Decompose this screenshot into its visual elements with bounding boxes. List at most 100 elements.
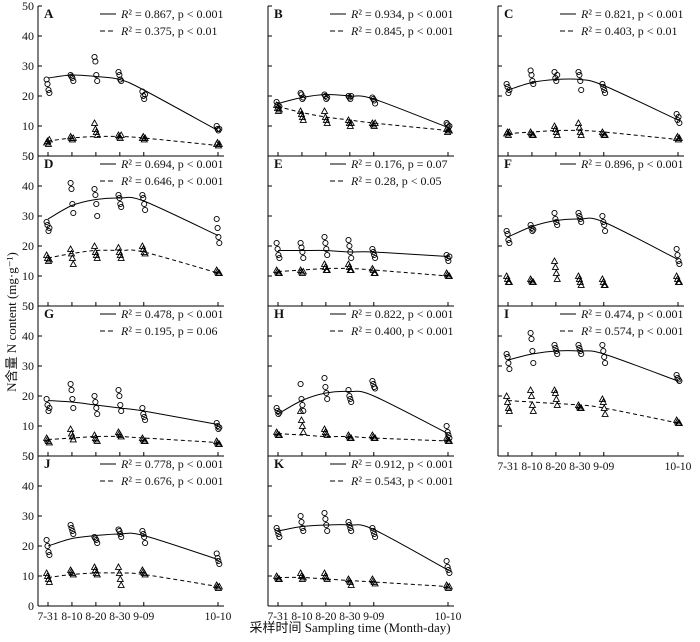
triangle-point	[503, 398, 512, 405]
circle-point	[44, 221, 51, 229]
circle-point	[274, 245, 281, 253]
triangle-point	[529, 131, 538, 138]
circle-point	[93, 404, 100, 412]
circle-point	[506, 239, 513, 247]
circle-point	[444, 428, 451, 436]
circle-point	[69, 395, 76, 403]
fit-curve-dashed	[47, 572, 219, 587]
circle-point	[92, 191, 99, 199]
triangle-point	[601, 410, 609, 417]
triangle-point	[299, 573, 308, 581]
circle-point	[674, 251, 681, 259]
circle-point	[577, 347, 584, 355]
circle-point	[93, 71, 100, 79]
legend-stat: R² = 0.28, p < 0.05	[350, 174, 442, 188]
triangle-point	[528, 401, 537, 408]
circle-point	[446, 569, 453, 577]
circle-point	[67, 71, 74, 79]
triangle-point	[529, 278, 538, 285]
circle-point	[298, 395, 305, 403]
circle-point	[299, 524, 306, 532]
triangle-point	[275, 105, 284, 113]
circle-point	[322, 92, 329, 100]
x-tick-label: 9-09	[363, 611, 384, 623]
circle-point	[601, 221, 608, 229]
circle-point	[576, 344, 583, 352]
circle-point	[505, 359, 512, 367]
x-tick-label: 8-10	[291, 611, 312, 623]
triangle-point	[299, 428, 308, 435]
circle-point	[273, 239, 280, 247]
circle-point	[91, 392, 98, 400]
triangle-point	[553, 401, 562, 408]
legend-stat: R² = 0.896, p < 0.001	[580, 157, 684, 171]
fit-curve-dashed	[47, 249, 219, 274]
circle-point	[322, 239, 329, 247]
circle-point	[118, 407, 125, 415]
y-tick-label: 10	[22, 269, 34, 283]
circle-point	[300, 254, 307, 262]
legend-stat: R² = 0.478, p < 0.001	[120, 307, 224, 321]
triangle-point	[550, 257, 559, 264]
panel-label: C	[504, 6, 513, 21]
circle-point	[275, 410, 282, 418]
panel-b: B R² = 0.934, p < 0.001 R² = 0.845, p < 0.…	[267, 5, 454, 157]
x-tick-label: 10-10	[665, 461, 692, 473]
circle-point	[273, 98, 280, 106]
legend-stat: R² = 0.646, p < 0.001	[120, 174, 224, 188]
triangle-point	[601, 131, 609, 138]
triangle-point	[141, 570, 149, 578]
circle-point	[324, 395, 331, 403]
circle-point	[575, 209, 582, 217]
circle-point	[527, 67, 534, 74]
panel-f: F R² = 0.896, p < 0.001	[497, 155, 684, 307]
y-tick-label: 50	[22, 449, 34, 463]
x-tick-label: 8-20	[85, 611, 106, 623]
circle-point	[503, 227, 510, 235]
circle-point	[347, 395, 354, 403]
triangle-point	[347, 119, 355, 126]
triangle-point	[502, 392, 511, 399]
circle-point	[371, 530, 378, 538]
triangle-point	[347, 434, 355, 441]
panel-label: E	[274, 156, 283, 171]
circle-point	[115, 386, 122, 394]
x-tick-label: 8-10	[521, 461, 542, 473]
circle-point	[552, 344, 559, 352]
circle-point	[675, 113, 682, 121]
circle-point	[94, 212, 101, 220]
y-tick-label: 50	[22, 149, 34, 163]
circle-point	[140, 410, 147, 418]
circle-point	[444, 563, 451, 571]
circle-point	[91, 185, 98, 193]
circle-point	[551, 341, 558, 349]
triangle-point	[69, 260, 78, 267]
panel-label: H	[274, 306, 284, 321]
triangle-point	[347, 581, 355, 588]
circle-point	[116, 527, 123, 535]
panel-h: H R² = 0.822, p < 0.001 R² = 0.400, p < 0.…	[267, 305, 454, 457]
circle-point	[139, 191, 146, 199]
circle-point	[273, 404, 280, 412]
panel-label: F	[504, 156, 512, 171]
circle-point	[141, 533, 148, 541]
circle-point	[141, 200, 148, 208]
x-tick-label: 8-20	[315, 611, 336, 623]
circle-point	[599, 80, 606, 88]
triangle-point	[45, 578, 54, 585]
x-tick-label: 7-31	[497, 461, 518, 473]
fit-curve-dashed	[277, 106, 449, 131]
triangle-point	[215, 140, 224, 147]
panel-d: 0 10 20 30 40 50 D R² = 0.694, p < 0.001 R² = 0.…	[22, 149, 224, 313]
circle-point	[504, 353, 511, 361]
x-axis-title: 采样时间 Sampling time (Month-day)	[249, 620, 450, 635]
circle-point	[347, 524, 354, 532]
circle-point	[529, 77, 536, 85]
panel-label: B	[274, 6, 283, 21]
circle-point	[676, 119, 683, 127]
triangle-point	[296, 407, 305, 414]
legend-stat: R² = 0.676, p < 0.001	[120, 474, 224, 488]
circle-point	[116, 71, 123, 79]
circle-point	[118, 77, 125, 85]
